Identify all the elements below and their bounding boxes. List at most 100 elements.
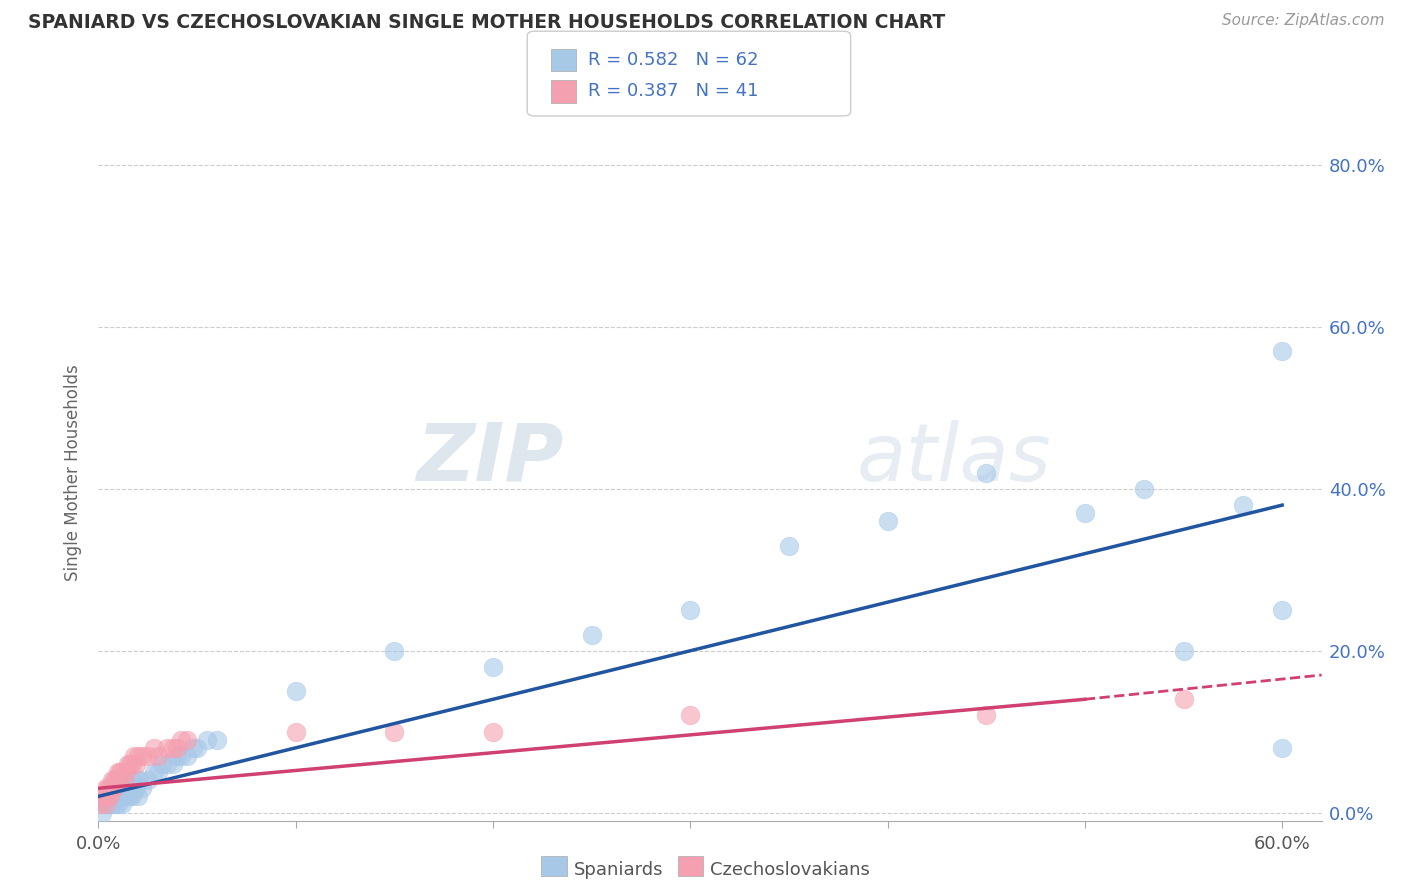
Point: [93, 797, 115, 812]
Point: [98, 797, 121, 812]
Point: [117, 757, 139, 772]
Point: [91, 789, 114, 804]
Point: [101, 781, 124, 796]
Point: [146, 748, 169, 763]
Point: [98, 789, 121, 804]
Point: [97, 789, 120, 804]
Point: [108, 765, 131, 780]
Point: [101, 773, 124, 788]
Point: [1232, 498, 1254, 512]
Point: [101, 789, 124, 804]
Point: [482, 724, 505, 739]
Point: [162, 757, 184, 772]
Point: [482, 660, 505, 674]
Point: [117, 781, 139, 796]
Point: [1271, 603, 1294, 617]
Point: [142, 740, 165, 755]
Point: [117, 789, 139, 804]
Point: [96, 797, 118, 812]
Point: [103, 781, 125, 796]
Point: [89, 797, 111, 812]
Point: [121, 773, 143, 788]
Point: [127, 773, 149, 788]
Point: [121, 757, 143, 772]
Point: [125, 757, 148, 772]
Point: [205, 732, 228, 747]
Y-axis label: Single Mother Households: Single Mother Households: [65, 365, 83, 581]
Text: Czechoslovakians: Czechoslovakians: [710, 861, 870, 879]
Point: [97, 797, 120, 812]
Text: SPANIARD VS CZECHOSLOVAKIAN SINGLE MOTHER HOUSEHOLDS CORRELATION CHART: SPANIARD VS CZECHOSLOVAKIAN SINGLE MOTHE…: [28, 13, 945, 32]
Point: [142, 765, 165, 780]
Point: [93, 789, 115, 804]
Text: R = 0.582   N = 62: R = 0.582 N = 62: [588, 51, 758, 70]
Point: [136, 773, 159, 788]
Point: [96, 781, 118, 796]
Point: [131, 748, 153, 763]
Point: [778, 539, 800, 553]
Point: [118, 789, 141, 804]
Point: [121, 789, 143, 804]
Point: [115, 781, 138, 796]
Point: [382, 724, 405, 739]
Point: [105, 789, 128, 804]
Point: [679, 708, 702, 723]
Point: [176, 732, 198, 747]
Point: [98, 789, 121, 804]
Point: [118, 781, 141, 796]
Point: [170, 732, 193, 747]
Point: [125, 781, 148, 796]
Point: [103, 773, 125, 788]
Point: [111, 797, 134, 812]
Point: [156, 757, 179, 772]
Point: [103, 789, 125, 804]
Point: [1074, 506, 1097, 520]
Point: [128, 773, 150, 788]
Point: [97, 789, 120, 804]
Point: [170, 748, 193, 763]
Point: [105, 797, 128, 812]
Point: [96, 797, 118, 812]
Text: Source: ZipAtlas.com: Source: ZipAtlas.com: [1222, 13, 1385, 29]
Text: Spaniards: Spaniards: [574, 861, 664, 879]
Point: [115, 765, 138, 780]
Point: [107, 781, 129, 796]
Text: ZIP: ZIP: [416, 420, 564, 498]
Point: [122, 781, 145, 796]
Point: [974, 708, 997, 723]
Point: [166, 748, 188, 763]
Point: [974, 466, 997, 480]
Point: [97, 781, 120, 796]
Point: [101, 797, 124, 812]
Point: [107, 765, 129, 780]
Point: [181, 740, 204, 755]
Point: [162, 740, 184, 755]
Point: [107, 797, 129, 812]
Point: [166, 740, 188, 755]
Point: [108, 789, 131, 804]
Point: [581, 627, 603, 641]
Point: [150, 757, 173, 772]
Point: [103, 781, 125, 796]
Point: [127, 789, 149, 804]
Point: [136, 748, 159, 763]
Point: [284, 724, 307, 739]
Point: [876, 514, 898, 528]
Point: [382, 644, 405, 658]
Point: [98, 781, 121, 796]
Point: [1173, 644, 1195, 658]
Point: [176, 748, 198, 763]
Point: [186, 740, 208, 755]
Point: [111, 765, 134, 780]
Point: [112, 781, 135, 796]
Point: [91, 805, 114, 820]
Point: [112, 773, 135, 788]
Point: [112, 789, 135, 804]
Point: [1173, 692, 1195, 706]
Point: [679, 603, 702, 617]
Text: R = 0.387   N = 41: R = 0.387 N = 41: [588, 82, 758, 101]
Point: [195, 732, 218, 747]
Point: [284, 684, 307, 698]
Point: [131, 781, 153, 796]
Point: [105, 773, 128, 788]
